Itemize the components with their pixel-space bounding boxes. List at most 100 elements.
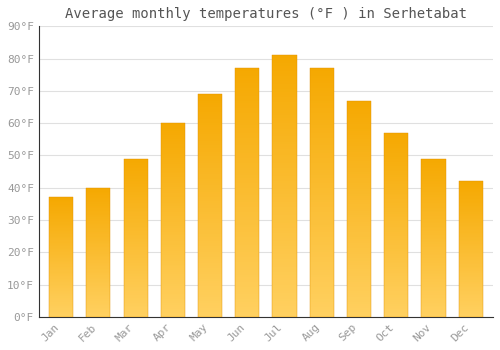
Bar bbox=[422, 315, 446, 317]
Bar bbox=[458, 296, 483, 298]
Bar bbox=[272, 262, 296, 265]
Bar bbox=[310, 177, 334, 180]
Bar bbox=[422, 238, 446, 239]
Bar bbox=[49, 241, 73, 243]
Bar bbox=[124, 301, 148, 302]
Bar bbox=[458, 260, 483, 261]
Bar bbox=[384, 236, 408, 238]
Bar bbox=[235, 138, 260, 140]
Bar bbox=[235, 210, 260, 212]
Bar bbox=[272, 84, 296, 87]
Bar bbox=[235, 245, 260, 247]
Bar bbox=[49, 301, 73, 302]
Bar bbox=[458, 281, 483, 283]
Bar bbox=[422, 209, 446, 211]
Bar bbox=[235, 230, 260, 232]
Bar bbox=[235, 140, 260, 143]
Bar bbox=[235, 170, 260, 173]
Bar bbox=[310, 217, 334, 220]
Bar bbox=[458, 244, 483, 245]
Bar bbox=[384, 219, 408, 221]
Bar bbox=[310, 272, 334, 274]
Bar bbox=[124, 238, 148, 239]
Bar bbox=[49, 311, 73, 312]
Bar bbox=[384, 140, 408, 142]
Bar bbox=[235, 235, 260, 237]
Bar bbox=[124, 176, 148, 177]
Bar bbox=[272, 272, 296, 275]
Bar bbox=[347, 254, 371, 256]
Bar bbox=[160, 270, 185, 272]
Bar bbox=[86, 195, 110, 197]
Bar bbox=[235, 217, 260, 220]
Bar bbox=[86, 203, 110, 204]
Bar bbox=[347, 163, 371, 166]
Bar bbox=[124, 234, 148, 236]
Bar bbox=[458, 314, 483, 315]
Bar bbox=[384, 238, 408, 239]
Bar bbox=[422, 239, 446, 241]
Bar bbox=[235, 193, 260, 195]
Bar bbox=[86, 239, 110, 240]
Bar bbox=[124, 260, 148, 261]
Bar bbox=[235, 185, 260, 188]
Bar bbox=[347, 252, 371, 254]
Bar bbox=[49, 282, 73, 284]
Bar bbox=[86, 295, 110, 296]
Bar bbox=[272, 92, 296, 94]
Bar bbox=[124, 201, 148, 203]
Bar bbox=[160, 152, 185, 154]
Bar bbox=[347, 100, 371, 317]
Bar bbox=[272, 251, 296, 254]
Bar bbox=[310, 100, 334, 103]
Bar bbox=[235, 111, 260, 113]
Bar bbox=[384, 315, 408, 317]
Bar bbox=[124, 174, 148, 176]
Bar bbox=[458, 195, 483, 196]
Bar bbox=[272, 309, 296, 312]
Bar bbox=[49, 298, 73, 299]
Bar bbox=[198, 165, 222, 168]
Bar bbox=[235, 80, 260, 83]
Bar bbox=[86, 261, 110, 262]
Bar bbox=[347, 200, 371, 202]
Bar bbox=[49, 226, 73, 227]
Bar bbox=[235, 294, 260, 297]
Bar bbox=[458, 278, 483, 279]
Bar bbox=[272, 82, 296, 84]
Bar bbox=[310, 86, 334, 88]
Bar bbox=[235, 304, 260, 307]
Bar bbox=[384, 170, 408, 172]
Bar bbox=[198, 266, 222, 268]
Bar bbox=[422, 228, 446, 230]
Bar bbox=[384, 249, 408, 251]
Bar bbox=[124, 233, 148, 235]
Bar bbox=[124, 181, 148, 182]
Bar bbox=[49, 267, 73, 268]
Bar bbox=[86, 279, 110, 281]
Bar bbox=[160, 309, 185, 311]
Bar bbox=[310, 282, 334, 285]
Bar bbox=[310, 148, 334, 150]
Bar bbox=[124, 184, 148, 186]
Bar bbox=[49, 210, 73, 212]
Bar bbox=[384, 276, 408, 278]
Bar bbox=[235, 86, 260, 88]
Bar bbox=[347, 224, 371, 226]
Bar bbox=[384, 182, 408, 184]
Bar bbox=[198, 172, 222, 174]
Bar bbox=[272, 259, 296, 262]
Bar bbox=[160, 251, 185, 253]
Bar bbox=[124, 159, 148, 317]
Bar bbox=[49, 231, 73, 232]
Bar bbox=[347, 306, 371, 308]
Bar bbox=[422, 234, 446, 236]
Bar bbox=[458, 307, 483, 309]
Bar bbox=[347, 263, 371, 265]
Bar bbox=[310, 93, 334, 96]
Bar bbox=[422, 159, 446, 160]
Bar bbox=[124, 285, 148, 287]
Bar bbox=[458, 181, 483, 183]
Bar bbox=[310, 265, 334, 267]
Bar bbox=[272, 236, 296, 238]
